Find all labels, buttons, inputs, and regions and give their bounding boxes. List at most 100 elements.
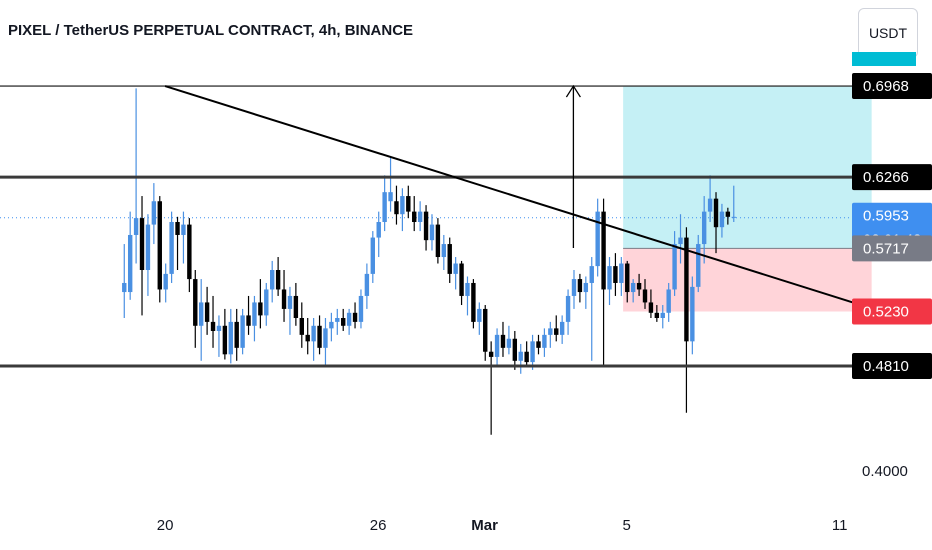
trendline[interactable] xyxy=(164,85,874,310)
candle-body xyxy=(222,325,228,355)
chart-title: PIXEL / TetherUS PERPETUAL CONTRACT, 4h,… xyxy=(8,22,414,39)
candle-body xyxy=(619,263,624,283)
candle xyxy=(518,343,523,374)
candle xyxy=(559,315,565,344)
candle xyxy=(666,282,671,322)
candle-body xyxy=(216,325,222,331)
candle xyxy=(719,203,725,238)
candle xyxy=(376,211,381,258)
candle-body xyxy=(512,338,518,361)
candle xyxy=(500,321,506,357)
candle-body xyxy=(358,295,364,322)
candle xyxy=(400,188,405,232)
candle-body xyxy=(672,244,677,290)
candle xyxy=(299,302,304,348)
candle-body xyxy=(417,211,423,222)
projection-arrow[interactable] xyxy=(565,84,581,248)
candle-body xyxy=(429,224,435,241)
candle-body xyxy=(471,282,476,322)
candle-body xyxy=(311,325,316,342)
candle xyxy=(305,318,310,355)
candle-body xyxy=(548,328,553,335)
candle xyxy=(494,328,500,365)
candle xyxy=(329,312,334,342)
candle-body xyxy=(370,237,375,274)
candle-body xyxy=(352,312,358,322)
candle xyxy=(394,185,399,225)
candle-body xyxy=(133,218,139,235)
candle-body xyxy=(524,351,529,363)
candle-body xyxy=(488,351,494,357)
candle xyxy=(122,244,127,318)
candle xyxy=(341,308,346,331)
candle xyxy=(382,175,387,232)
candle xyxy=(654,305,660,322)
candle-body xyxy=(252,302,257,326)
candle xyxy=(630,279,636,303)
price-badge-bg xyxy=(852,298,932,325)
candle xyxy=(317,315,322,355)
candle xyxy=(447,237,452,283)
candle-body xyxy=(335,318,340,322)
candle xyxy=(435,218,441,264)
candle-body xyxy=(423,211,429,241)
candle xyxy=(293,282,299,326)
candle xyxy=(619,257,624,296)
price-badge-value: 0.5717 xyxy=(863,240,909,257)
candle-body xyxy=(376,222,381,238)
candle-body xyxy=(210,321,216,331)
price-badge-bg xyxy=(852,235,932,262)
horizontal-levels[interactable] xyxy=(0,85,852,368)
price-badge: 0.6266 xyxy=(852,164,932,191)
loss-zone xyxy=(623,248,872,312)
candle-body xyxy=(589,266,594,283)
candle-body xyxy=(329,321,334,329)
candle-body xyxy=(577,279,583,293)
candle-body xyxy=(595,211,600,267)
candle xyxy=(417,201,423,232)
candle xyxy=(335,308,340,335)
candle xyxy=(565,289,571,335)
candle-body xyxy=(725,211,731,217)
candle xyxy=(731,185,736,222)
candle-body xyxy=(382,192,387,222)
x-tick-label: 5 xyxy=(622,517,630,534)
candle-body xyxy=(707,198,713,212)
candle-body xyxy=(719,211,725,228)
x-tick-label: 11 xyxy=(832,517,848,534)
candle xyxy=(477,302,482,335)
candle xyxy=(625,260,630,303)
candle xyxy=(423,205,429,251)
candle xyxy=(204,286,210,335)
candle-body xyxy=(684,237,689,342)
candle-body xyxy=(175,222,180,235)
candle-body xyxy=(465,282,470,296)
candle xyxy=(264,282,269,326)
candle xyxy=(181,211,186,264)
candle-body xyxy=(364,273,370,296)
candle-body xyxy=(122,282,127,293)
candle xyxy=(660,305,665,329)
candle xyxy=(370,231,375,283)
candle xyxy=(512,330,518,370)
candle-body xyxy=(151,201,157,225)
long-position-tool[interactable] xyxy=(623,86,872,312)
candle-body xyxy=(648,302,654,313)
candle xyxy=(678,214,683,264)
candle-body xyxy=(406,196,411,212)
price-badge-bg xyxy=(852,73,932,100)
candle xyxy=(690,276,695,355)
price-axis[interactable]: 0.40000.69680.62660.595302:01:420.57170.… xyxy=(852,52,932,480)
candle-body xyxy=(317,325,322,348)
price-badge: 0.5230 xyxy=(852,298,932,325)
x-tick-label: 26 xyxy=(370,517,387,534)
candle xyxy=(252,295,257,342)
candle xyxy=(246,295,251,335)
candle-body xyxy=(346,312,352,326)
candle-body xyxy=(494,334,500,357)
time-axis[interactable]: 20 26 Mar 5 11 xyxy=(157,517,848,534)
candle xyxy=(601,198,606,368)
candle-body xyxy=(660,312,665,318)
candle-body xyxy=(299,318,304,335)
